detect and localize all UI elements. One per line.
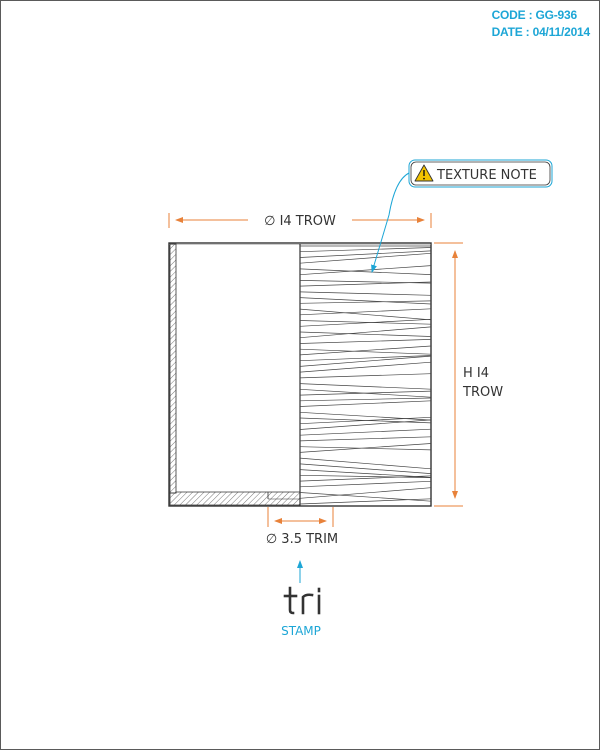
texture-line <box>299 411 432 421</box>
texture-line <box>299 250 432 258</box>
title-block: CODE : GG-936 DATE : 04/11/2014 <box>491 7 591 41</box>
texture-line <box>299 463 432 474</box>
texture-zone <box>299 245 432 505</box>
tri-logo <box>283 586 321 615</box>
texture-line <box>299 247 432 253</box>
texture-line <box>299 265 432 276</box>
texture-line <box>299 331 432 337</box>
floor-section <box>169 491 301 506</box>
texture-line <box>299 308 432 321</box>
warning-triangle-icon <box>414 164 434 182</box>
texture-line <box>299 308 432 316</box>
texture-line <box>299 252 432 264</box>
texture-line <box>299 355 432 362</box>
texture-line <box>299 291 432 296</box>
texture-line <box>299 300 432 304</box>
texture-line <box>299 416 432 425</box>
texture-line <box>299 373 432 379</box>
height-label-line1: H I4 <box>463 366 489 381</box>
texture-line <box>299 339 432 344</box>
drawing-date: DATE : 04/11/2014 <box>491 25 591 39</box>
texture-line <box>299 419 432 430</box>
height-label-line2: TROW <box>462 385 503 400</box>
texture-line <box>299 443 432 453</box>
part-outline <box>168 242 432 507</box>
texture-line <box>299 498 432 505</box>
texture-line <box>299 383 432 390</box>
texture-line <box>299 297 432 305</box>
texture-line <box>299 318 432 327</box>
texture-line <box>299 345 432 356</box>
texture-line <box>299 361 432 373</box>
texture-line <box>299 348 432 355</box>
top-width-dimension: ∅ I4 TROW <box>168 213 432 229</box>
texture-line <box>299 436 432 442</box>
texture-line <box>299 390 432 396</box>
texture-line <box>299 474 432 478</box>
texture-line <box>299 469 432 478</box>
texture-line <box>299 475 432 482</box>
texture-line <box>299 400 432 407</box>
texture-line <box>299 281 432 287</box>
texture-line <box>299 355 432 367</box>
trim-dimension: ∅ 3.5 TRIM <box>266 507 338 547</box>
left-wall-section <box>169 243 177 494</box>
texture-line <box>299 487 432 499</box>
stamp-callout: STAMP <box>281 560 321 638</box>
texture-line <box>299 320 432 325</box>
texture-line <box>299 480 432 488</box>
texture-line <box>299 428 432 436</box>
texture-line <box>299 326 432 339</box>
texture-note-callout: TEXTURE NOTE <box>371 159 553 273</box>
stamp-label: STAMP <box>281 624 321 638</box>
texture-line <box>299 268 432 275</box>
height-dimension: H I4 TROW <box>434 242 510 507</box>
trim-label: ∅ 3.5 TRIM <box>266 532 338 547</box>
texture-line <box>299 397 432 402</box>
top-width-label: ∅ I4 TROW <box>264 214 336 229</box>
texture-note-label: TEXTURE NOTE <box>436 168 537 183</box>
drawing-code: CODE : GG-936 <box>491 8 578 22</box>
texture-line <box>299 457 432 470</box>
